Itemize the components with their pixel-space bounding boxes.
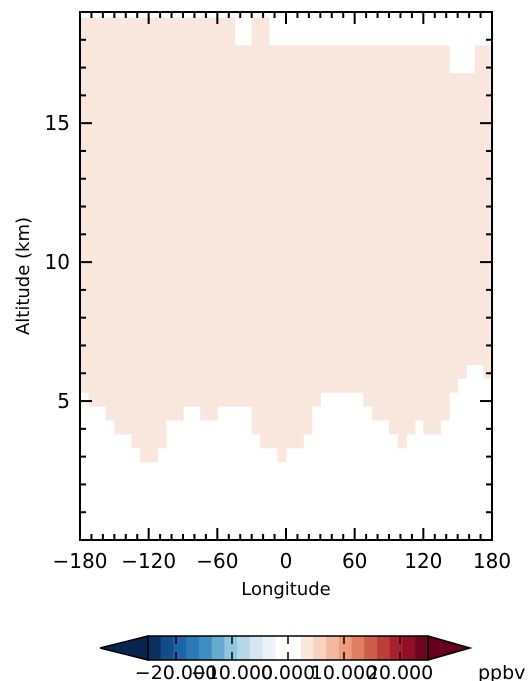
colorbar-swatch bbox=[415, 636, 429, 660]
y-axis-title: Altitude (km) bbox=[13, 217, 34, 335]
colorbar-swatch bbox=[351, 636, 365, 660]
heatmap-cell bbox=[371, 45, 382, 421]
x-tick-label: 0 bbox=[280, 549, 293, 573]
heatmap-cell bbox=[268, 45, 279, 449]
heatmap-cell bbox=[423, 45, 433, 435]
colorbar-swatch bbox=[389, 636, 403, 660]
heatmap-cell bbox=[88, 17, 98, 407]
heatmap-cell bbox=[406, 45, 416, 435]
colorbar-swatch bbox=[402, 636, 416, 660]
heatmap-cell bbox=[260, 17, 270, 449]
heatmap-cell bbox=[200, 17, 210, 421]
heatmap-cell bbox=[303, 45, 313, 435]
heatmap-cell bbox=[122, 17, 133, 435]
colorbar-swatch bbox=[300, 636, 314, 660]
heatmap-cell bbox=[225, 17, 236, 407]
heatmap-cell bbox=[320, 45, 330, 393]
colorbar-swatch bbox=[377, 636, 391, 660]
heatmap-cell bbox=[217, 17, 227, 407]
heatmap-cell bbox=[440, 45, 450, 421]
heatmap-cell bbox=[148, 17, 158, 463]
heatmap-cell bbox=[457, 73, 467, 379]
heatmap-cell bbox=[174, 17, 184, 421]
colorbar-under-arrow bbox=[99, 635, 149, 661]
colorbar-tick-label: 0.000 bbox=[261, 662, 315, 681]
colorbar-tick-label: 20.000 bbox=[367, 662, 433, 681]
heatmap-cell bbox=[346, 45, 356, 393]
y-tick-label: 10 bbox=[45, 250, 70, 274]
colorbar-swatch bbox=[338, 636, 353, 660]
heatmap-cell bbox=[380, 45, 390, 421]
heatmap-cell bbox=[183, 17, 193, 407]
heatmap-cell bbox=[208, 17, 218, 421]
colorbar bbox=[99, 635, 473, 661]
heatmap-cell bbox=[397, 45, 407, 449]
heatmap-cell bbox=[466, 73, 476, 365]
colorbar-tick-label: 10.000 bbox=[311, 662, 377, 681]
heatmap-layer bbox=[80, 17, 493, 463]
heatmap-cell bbox=[165, 17, 176, 421]
heatmap-cell bbox=[363, 45, 373, 407]
x-tick-labels: −180 −120 −60 0 60 120 180 bbox=[53, 549, 512, 573]
heatmap-cell bbox=[328, 45, 339, 393]
x-tick-label: −180 bbox=[53, 549, 108, 573]
x-tick-label: −60 bbox=[196, 549, 238, 573]
heatmap-cell bbox=[431, 45, 442, 435]
heatmap-cell bbox=[354, 45, 364, 393]
heatmap-cell bbox=[294, 45, 304, 449]
heatmap-cell bbox=[414, 45, 424, 421]
heatmap-cell bbox=[474, 45, 485, 365]
heatmap-cell bbox=[234, 45, 244, 407]
colorbar-swatch bbox=[313, 636, 327, 660]
colorbar-swatch bbox=[249, 636, 263, 660]
heatmap-cell bbox=[243, 45, 253, 407]
axis-ticks bbox=[79, 12, 493, 540]
y-tick-labels: 5 10 15 bbox=[45, 111, 70, 413]
x-tick-label: 180 bbox=[473, 549, 511, 573]
colorbar-over-arrow bbox=[427, 635, 473, 661]
heatmap-cell bbox=[311, 45, 321, 407]
colorbar-swatch bbox=[160, 636, 174, 660]
colorbar-swatch bbox=[237, 636, 251, 660]
colorbar-swatch bbox=[198, 636, 213, 660]
heatmap-cell bbox=[157, 17, 167, 449]
colorbar-swatch bbox=[262, 636, 276, 660]
heatmap-cell bbox=[114, 17, 124, 435]
heatmap-cell bbox=[483, 45, 493, 379]
colorbar-swatch bbox=[275, 636, 289, 660]
x-tick-label: 60 bbox=[342, 549, 367, 573]
colorbar-tick-label: −20.000 bbox=[135, 662, 217, 681]
colorbar-swatch bbox=[224, 636, 238, 660]
heatmap-cell bbox=[286, 45, 296, 449]
x-tick-label: −120 bbox=[121, 549, 176, 573]
colorbar-swatch bbox=[211, 636, 225, 660]
heatmap-cell bbox=[191, 17, 201, 407]
colorbar-swatch bbox=[186, 636, 200, 660]
colorbar-swatch bbox=[364, 636, 378, 660]
colorbar-unit-label: ppbv bbox=[478, 662, 525, 681]
heatmap-cell bbox=[140, 17, 150, 463]
heatmap-cell bbox=[277, 45, 287, 463]
colorbar-swatch bbox=[148, 636, 162, 660]
x-axis-title: Longitude bbox=[241, 579, 331, 600]
heatmap-cell bbox=[251, 17, 261, 435]
x-tick-label: 120 bbox=[404, 549, 442, 573]
heatmap-cell bbox=[97, 17, 107, 407]
colorbar-swatch bbox=[326, 636, 340, 660]
heatmap-cell bbox=[105, 17, 115, 421]
heatmap-cell bbox=[131, 17, 141, 449]
y-tick-label: 15 bbox=[45, 111, 70, 135]
colorbar-tick-label: −10.000 bbox=[191, 662, 273, 681]
heatmap-cell bbox=[389, 45, 399, 435]
y-tick-label: 5 bbox=[57, 389, 70, 413]
heatmap-cell bbox=[449, 73, 459, 393]
heatmap-cell bbox=[337, 45, 347, 393]
colorbar-swatch bbox=[288, 636, 302, 660]
heatmap-cell bbox=[80, 17, 90, 393]
